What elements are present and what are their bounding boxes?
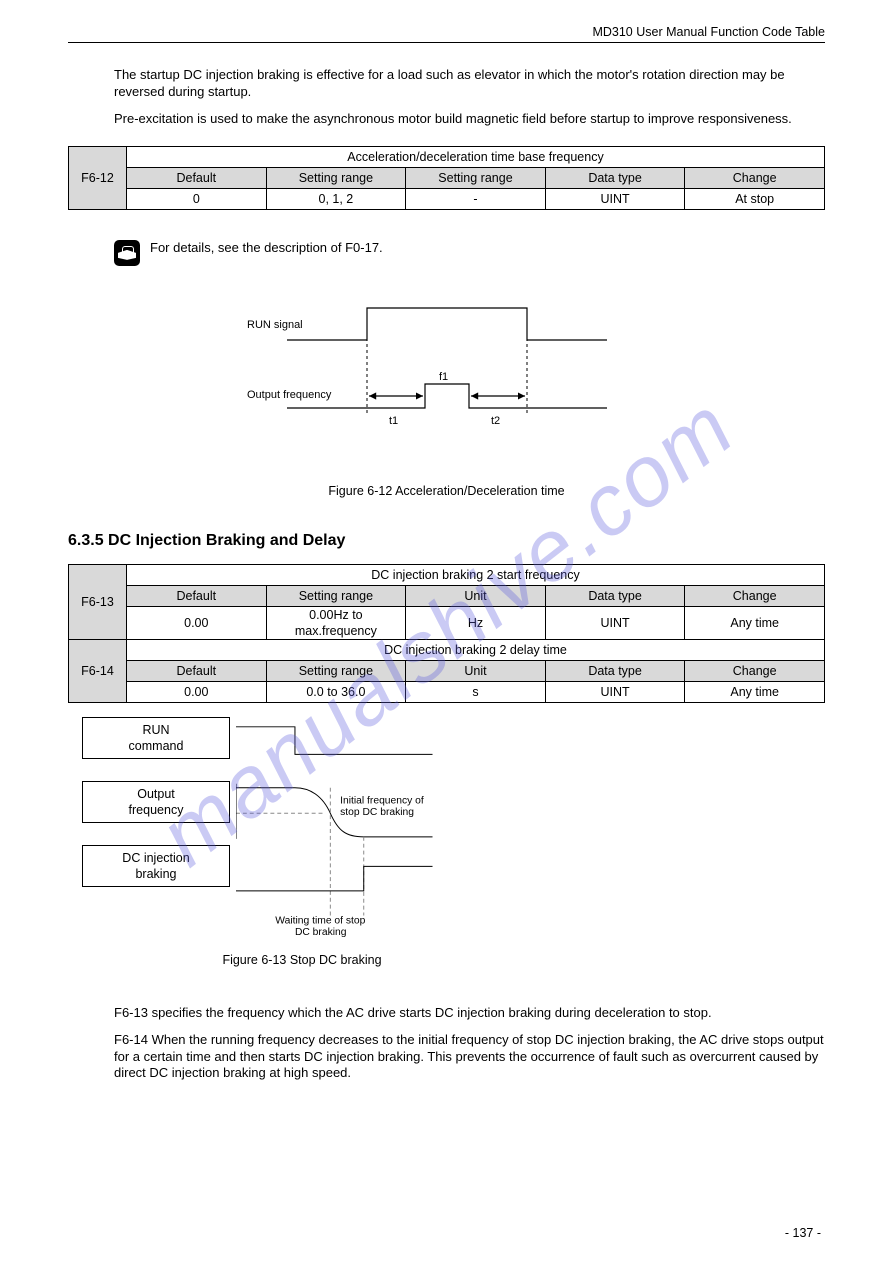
param-name-cell: DC injection braking 2 delay time: [127, 640, 825, 661]
table-row: Default Setting range Setting range Data…: [69, 167, 825, 188]
figure-6-13-svg: Initial frequency of stop DC braking Wai…: [236, 717, 462, 942]
table-cell: s: [406, 682, 546, 703]
col-header: Change: [685, 585, 825, 606]
figure-6-12-svg: RUN signal Output frequency f1 t1 t2: [247, 298, 647, 473]
fig1-run-label: RUN signal: [247, 319, 303, 331]
tail-paragraph-2: F6-14 When the running frequency decreas…: [114, 1032, 825, 1083]
table-cell: 0.00Hz to max.frequency: [266, 606, 406, 640]
table-cell: Any time: [685, 682, 825, 703]
param-name-cell: Acceleration/deceleration time base freq…: [127, 146, 825, 167]
fig1-t1-label: t1: [389, 415, 398, 427]
col-header: Unit: [406, 585, 546, 606]
col-header: Default: [127, 661, 267, 682]
table-row: Default Setting range Unit Data type Cha…: [69, 661, 825, 682]
col-header: Change: [685, 661, 825, 682]
table-row: F6-13 DC injection braking 2 start frequ…: [69, 564, 825, 585]
note-text: For details, see the description of F0-1…: [150, 240, 383, 257]
table-cell: 0.00: [127, 606, 267, 640]
param-code-cell: F6-13: [69, 564, 127, 640]
fig2-box-run: RUN command: [82, 717, 230, 759]
col-header: Setting range: [406, 167, 546, 188]
table-cell: Any time: [685, 606, 825, 640]
col-header: Default: [127, 585, 267, 606]
table-cell: UINT: [545, 682, 685, 703]
tail-paragraph-1: F6-13 specifies the frequency which the …: [114, 1005, 825, 1022]
col-header: Data type: [545, 167, 685, 188]
figure-6-12-caption: Figure 6-12 Acceleration/Deceleration ti…: [247, 483, 647, 499]
section-heading-6-3-5: 6.3.5 DC Injection Braking and Delay: [68, 531, 825, 552]
table-cell: Hz: [406, 606, 546, 640]
intro-paragraph-1: The startup DC injection braking is effe…: [114, 67, 825, 101]
col-header: Setting range: [266, 661, 406, 682]
col-header: Setting range: [266, 585, 406, 606]
figure-6-13: RUN command Output frequency DC injectio…: [82, 717, 462, 968]
fig2-box-output: Output frequency: [82, 781, 230, 823]
table-row: 0.00 0.0 to 36.0 s UINT Any time: [69, 682, 825, 703]
figure-6-12: RUN signal Output frequency f1 t1 t2 Fig…: [247, 298, 647, 499]
table-row: Default Setting range Unit Data type Cha…: [69, 585, 825, 606]
col-header: Change: [685, 167, 825, 188]
fig2-delay-label: Waiting time of stop DC braking: [275, 916, 368, 939]
table-row: 0 0, 1, 2 - UINT At stop: [69, 188, 825, 209]
page-number: - 137 -: [785, 1225, 821, 1241]
header-rule: [68, 42, 825, 43]
col-header: Unit: [406, 661, 546, 682]
table-cell: -: [406, 188, 546, 209]
table-row: 0.00 0.00Hz to max.frequency Hz UINT Any…: [69, 606, 825, 640]
table-f6-12: F6-12 Acceleration/deceleration time bas…: [68, 146, 825, 210]
table-cell: 0.00: [127, 682, 267, 703]
table-cell: UINT: [545, 606, 685, 640]
table-cell: 0: [127, 188, 267, 209]
book-note-icon: [114, 240, 140, 266]
page-top-header: MD310 User Manual Function Code Table: [68, 24, 825, 40]
table-row: F6-14 DC injection braking 2 delay time: [69, 640, 825, 661]
param-name-cell: DC injection braking 2 start frequency: [127, 564, 825, 585]
fig1-t2-label: t2: [491, 415, 500, 427]
fig2-initfreq-label: Initial frequency of stop DC braking: [340, 796, 426, 819]
col-header: Setting range: [266, 167, 406, 188]
table-cell: 0, 1, 2: [266, 188, 406, 209]
col-header: Default: [127, 167, 267, 188]
fig2-box-dcbrake: DC injection braking: [82, 845, 230, 887]
param-code-cell: F6-12: [69, 146, 127, 209]
fig1-out-label: Output frequency: [247, 389, 332, 401]
note-row: For details, see the description of F0-1…: [114, 240, 825, 266]
fig1-f1-label: f1: [439, 371, 448, 383]
table-cell: 0.0 to 36.0: [266, 682, 406, 703]
col-header: Data type: [545, 661, 685, 682]
table-cell: UINT: [545, 188, 685, 209]
intro-paragraph-2: Pre-excitation is used to make the async…: [114, 111, 825, 128]
figure-6-13-caption: Figure 6-13 Stop DC braking: [142, 952, 462, 968]
col-header: Data type: [545, 585, 685, 606]
table-row: F6-12 Acceleration/deceleration time bas…: [69, 146, 825, 167]
table-cell: At stop: [685, 188, 825, 209]
param-code-cell: F6-14: [69, 640, 127, 703]
table-f6-13-14: F6-13 DC injection braking 2 start frequ…: [68, 564, 825, 704]
